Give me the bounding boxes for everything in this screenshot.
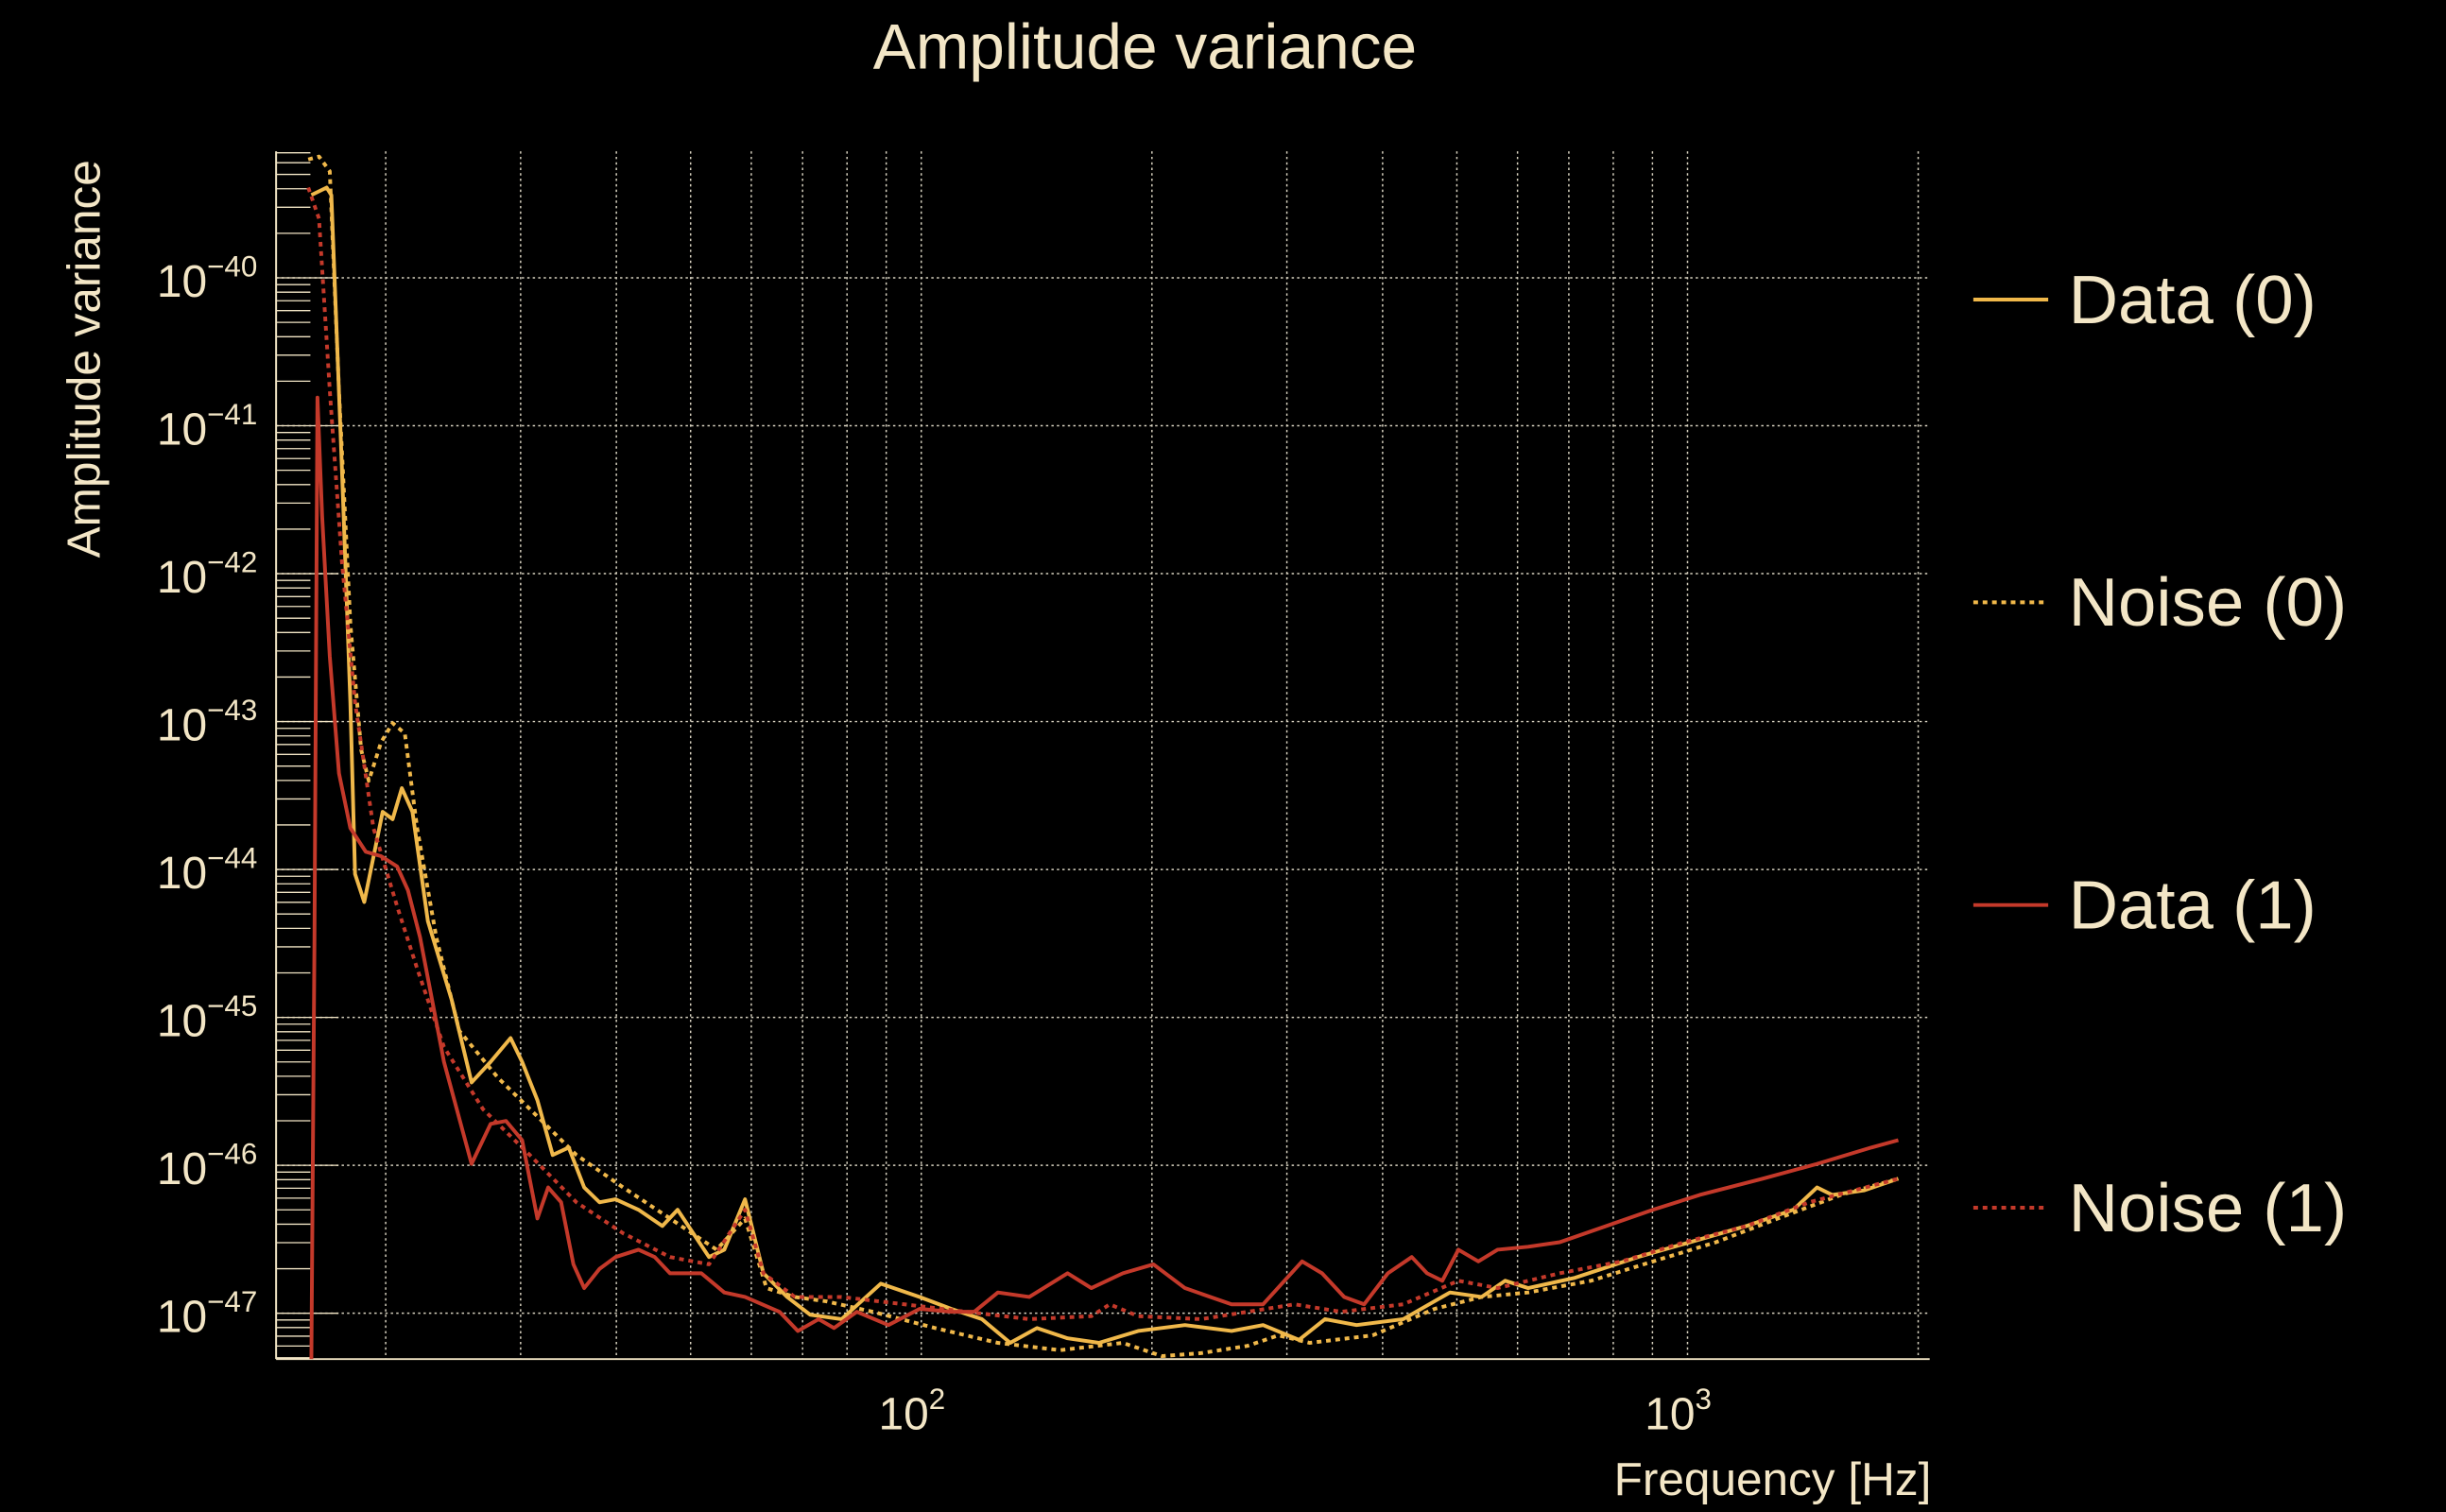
legend-label: Data (0) <box>2069 262 2317 338</box>
y-tick-base: 10 <box>157 1144 207 1194</box>
x-tick-exponent: 2 <box>929 1383 945 1416</box>
y-tick-exponent: −46 <box>207 1137 257 1170</box>
y-tick-label: 10−44 <box>157 841 257 898</box>
x-axis-label: Frequency [Hz] <box>1614 1453 1932 1505</box>
x-tick-label: 102 <box>879 1383 946 1439</box>
y-tick-exponent: −47 <box>207 1285 257 1318</box>
x-tick-exponent: 3 <box>1695 1383 1711 1416</box>
series-line-data-0 <box>310 185 1900 1345</box>
y-tick-base: 10 <box>157 404 207 455</box>
x-tick-base: 10 <box>879 1389 929 1439</box>
chart-title: Amplitude variance <box>873 12 1417 83</box>
y-tick-base: 10 <box>157 849 207 899</box>
series-lines <box>306 154 1900 1360</box>
y-tick-label: 10−46 <box>157 1137 257 1194</box>
y-tick-exponent: −44 <box>207 841 257 874</box>
y-axis-label: Amplitude variance <box>59 160 111 558</box>
y-tick-base: 10 <box>157 996 207 1046</box>
y-tick-exponent: −40 <box>207 249 257 283</box>
legend-label: Noise (0) <box>2069 564 2348 641</box>
series-line-noise-1 <box>306 186 1900 1321</box>
y-tick-label: 10−47 <box>157 1285 257 1342</box>
y-tick-exponent: −41 <box>207 398 257 431</box>
legend: Data (0) Noise (0) Data (1) Noise (1) <box>1972 262 2348 1246</box>
series-line-data-1 <box>309 395 1900 1360</box>
tick-labels: 10−4010−4110−4210−4310−4410−4510−4610−47… <box>157 249 1712 1439</box>
y-tick-label: 10−45 <box>157 989 257 1046</box>
series-line-noise-0 <box>307 154 1900 1359</box>
y-tick-base: 10 <box>157 553 207 603</box>
y-tick-base: 10 <box>157 257 207 307</box>
y-tick-label: 10−43 <box>157 694 257 750</box>
axes <box>275 151 1930 1361</box>
y-tick-label: 10−41 <box>157 398 257 455</box>
y-tick-base: 10 <box>157 700 207 750</box>
y-tick-exponent: −43 <box>207 694 257 727</box>
legend-label: Data (1) <box>2069 867 2317 943</box>
y-tick-exponent: −45 <box>207 989 257 1022</box>
y-tick-exponent: −42 <box>207 545 257 578</box>
x-tick-base: 10 <box>1645 1389 1695 1439</box>
grid <box>276 151 1930 1360</box>
y-tick-label: 10−40 <box>157 249 257 306</box>
y-tick-label: 10−42 <box>157 545 257 602</box>
legend-label: Noise (1) <box>2069 1170 2348 1246</box>
y-tick-base: 10 <box>157 1292 207 1342</box>
x-tick-label: 103 <box>1645 1383 1712 1439</box>
